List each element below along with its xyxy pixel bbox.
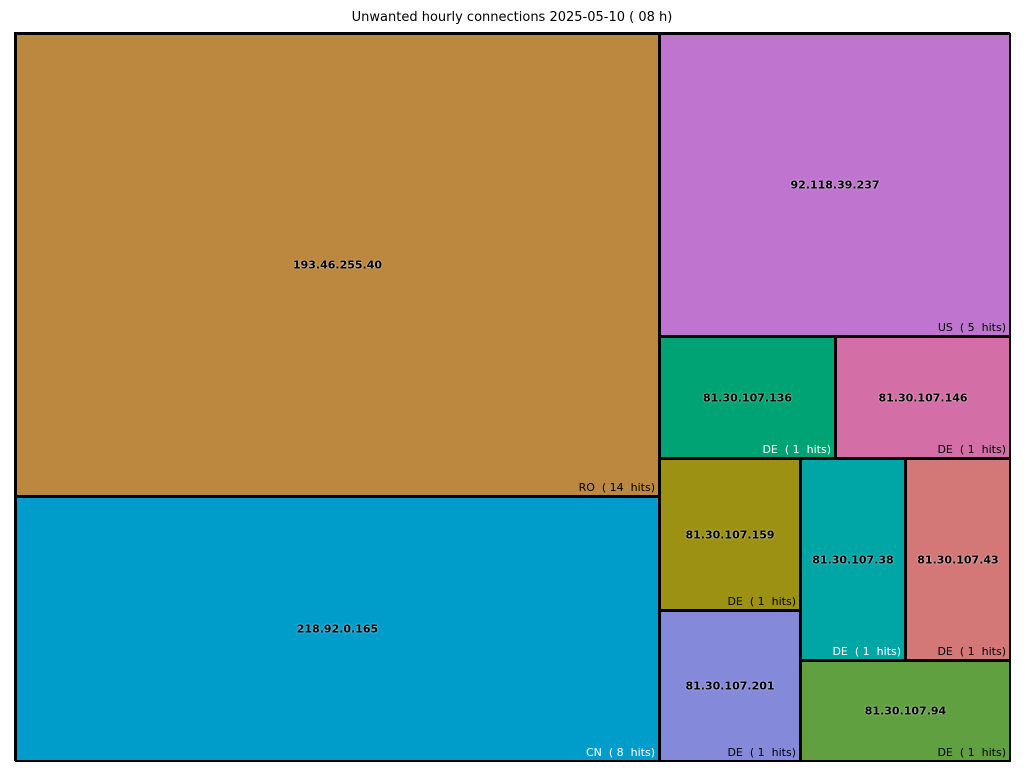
tile-country-hits-label: CN ( 8 hits): [585, 746, 655, 759]
tile-ip-label: 81.30.107.146: [878, 391, 968, 404]
tile-country-hits-label: DE ( 1 hits): [937, 746, 1006, 759]
tile-ip-label: 92.118.39.237: [790, 178, 880, 192]
tile-ip-label: 81.30.107.136: [702, 391, 793, 404]
treemap-tile: 81.30.107.94 DE ( 1 hits): [800, 660, 1011, 762]
tile-country-hits-label: DE ( 1 hits): [937, 645, 1006, 658]
treemap-tile: 81.30.107.146 DE ( 1 hits): [835, 336, 1011, 459]
tile-country-hits-label: DE ( 1 hits): [727, 595, 796, 608]
tile-country-hits-label: DE ( 1 hits): [762, 443, 831, 456]
tile-country-hits-label: DE ( 1 hits): [937, 443, 1006, 456]
treemap-tile: 218.92.0.165 CN ( 8 hits): [15, 496, 660, 762]
tile-country-hits-label: RO ( 14 hits): [578, 481, 655, 494]
treemap-tile: 92.118.39.237 US ( 5 hits): [659, 33, 1011, 337]
chart-title: Unwanted hourly connections 2025-05-10 (…: [351, 10, 673, 25]
treemap-tile: 81.30.107.159 DE ( 1 hits): [659, 458, 801, 611]
tile-country-hits-label: DE ( 1 hits): [832, 645, 901, 658]
tile-ip-label: 81.30.107.38: [812, 553, 894, 566]
tile-ip-label: 81.30.107.159: [685, 528, 775, 541]
treemap-tile: 81.30.107.43 DE ( 1 hits): [905, 458, 1011, 661]
treemap-tile: 193.46.255.40 RO ( 14 hits): [15, 33, 660, 497]
tile-ip-label: 81.30.107.43: [917, 553, 999, 566]
tile-ip-label: 81.30.107.94: [864, 704, 947, 718]
treemap-tile: 81.30.107.136 DE ( 1 hits): [659, 336, 836, 459]
treemap-area: 193.46.255.40 RO ( 14 hits) 218.92.0.165 CN…: [14, 32, 1011, 762]
tile-country-hits-label: DE ( 1 hits): [727, 746, 796, 759]
tile-ip-label: 218.92.0.165: [296, 622, 379, 636]
tile-ip-label: 193.46.255.40: [292, 258, 383, 272]
tile-ip-label: 81.30.107.201: [685, 679, 775, 693]
treemap-tile: 81.30.107.201 DE ( 1 hits): [659, 610, 801, 762]
treemap-tile: 81.30.107.38 DE ( 1 hits): [800, 458, 906, 661]
tile-country-hits-label: US ( 5 hits): [937, 321, 1006, 334]
